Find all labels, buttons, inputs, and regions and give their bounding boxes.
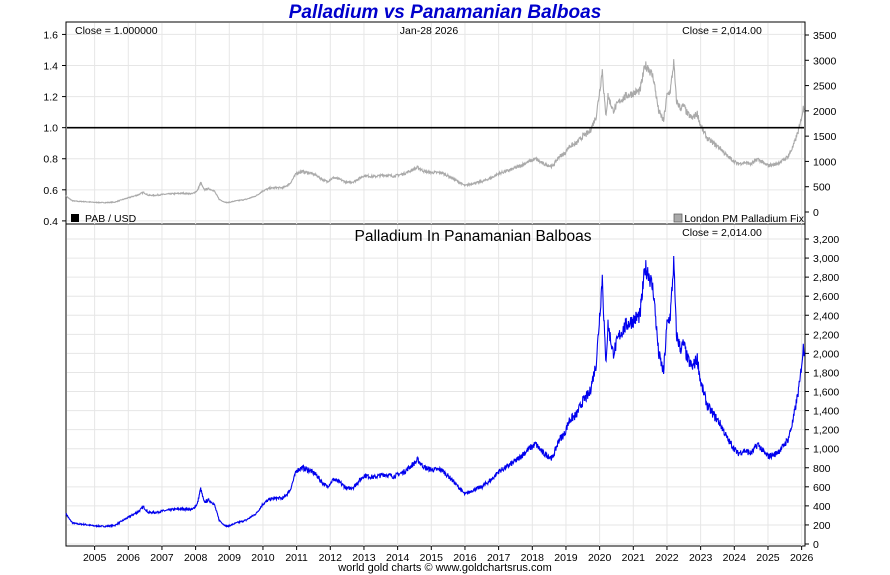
- axis-labels: 2005 2006 2007 2008 2009 2010 2011 2012 2013 2014…: [43, 29, 839, 564]
- x-tick-label-2008: 2008: [184, 552, 208, 564]
- bottom-header-right: Close = 2,014.00: [682, 227, 762, 239]
- bottom-right-tick-label: 1,400: [813, 406, 839, 418]
- x-tick-label-2026: 2026: [790, 552, 814, 564]
- bottom-right-tick-label: 400: [813, 501, 831, 513]
- bottom-series-group: [65, 255, 805, 529]
- top-right-tick-label: 3500: [813, 30, 837, 42]
- x-tick-label-2025: 2025: [756, 552, 780, 564]
- top-grid: [67, 23, 804, 224]
- bottom-right-tick-label: 1,200: [813, 425, 839, 437]
- legend-swatch-palladium: [673, 213, 683, 223]
- bottom-right-tick-label: 200: [813, 520, 831, 532]
- x-tick-label-2007: 2007: [150, 552, 174, 564]
- bottom-right-tick-label: 1,800: [813, 367, 839, 379]
- top-series-group: [65, 59, 805, 204]
- x-tick-label-2021: 2021: [622, 552, 646, 564]
- bottom-panel-frame: [65, 223, 806, 547]
- bottom-right-tick-label: 2,800: [813, 272, 839, 284]
- x-tick-label-2006: 2006: [117, 552, 141, 564]
- bottom-right-tick-label: 1,000: [813, 444, 839, 456]
- series-palladium-in-pab: [65, 255, 805, 529]
- bottom-panel-title: Palladium In Panamanian Balboas: [355, 228, 592, 245]
- x-tick-label-2022: 2022: [655, 552, 679, 564]
- x-tick-label-2013: 2013: [352, 552, 376, 564]
- top-panel-frame: [65, 21, 806, 225]
- top-left-tick-label: 1.6: [43, 29, 58, 41]
- x-tick-label-2012: 2012: [319, 552, 343, 564]
- chart-title: Palladium vs Panamanian Balboas: [288, 2, 602, 23]
- bottom-right-tick-label: 0: [813, 539, 819, 551]
- legend-label-palladium: London PM Palladium Fix: [684, 213, 804, 225]
- top-right-tick-label: 0: [813, 207, 819, 219]
- x-tick-label-2010: 2010: [251, 552, 275, 564]
- top-right-tick-label: 3000: [813, 55, 837, 67]
- x-tick-label-2014: 2014: [386, 552, 410, 564]
- x-tick-label-2015: 2015: [420, 552, 444, 564]
- bottom-right-tick-label: 3,200: [813, 234, 839, 246]
- top-right-tick-label: 500: [813, 182, 831, 194]
- x-tick-label-2017: 2017: [487, 552, 511, 564]
- bottom-right-tick-label: 1,600: [813, 387, 839, 399]
- bottom-right-tick-label: 2,000: [813, 348, 839, 360]
- top-left-tick-label: 0.8: [43, 154, 58, 166]
- legend-swatch-pab: [71, 214, 79, 222]
- chart-footer: world gold charts © www.goldchartsrus.co…: [338, 562, 552, 574]
- bottom-right-tick-label: 2,600: [813, 291, 839, 303]
- top-left-tick-label: 1.2: [43, 92, 58, 104]
- top-right-tick-label: 1500: [813, 131, 837, 143]
- top-header-center: Jan-28 2026: [400, 25, 459, 37]
- top-left-tick-label: 1.0: [43, 123, 58, 135]
- bottom-right-tick-label: 3,000: [813, 253, 839, 265]
- top-header-left: Close = 1.000000: [75, 25, 158, 37]
- bottom-right-tick-label: 600: [813, 482, 831, 494]
- top-left-tick-label: 0.4: [43, 216, 58, 228]
- series-london-pm-palladium-fix: [65, 59, 805, 204]
- x-tick-label-2005: 2005: [83, 552, 107, 564]
- x-tick-label-2023: 2023: [689, 552, 713, 564]
- top-left-tick-label: 0.6: [43, 185, 58, 197]
- x-tick-label-2016: 2016: [453, 552, 477, 564]
- bottom-right-tick-label: 2,200: [813, 329, 839, 341]
- bottom-right-tick-label: 2,400: [813, 310, 839, 322]
- top-right-tick-label: 2500: [813, 81, 837, 93]
- top-header-right: Close = 2,014.00: [682, 25, 762, 37]
- bottom-right-tick-label: 800: [813, 463, 831, 475]
- x-tick-label-2024: 2024: [723, 552, 747, 564]
- top-left-tick-label: 1.4: [43, 61, 58, 73]
- x-tick-label-2011: 2011: [285, 552, 308, 564]
- top-right-tick-label: 1000: [813, 156, 837, 168]
- legend-label-pab: PAB / USD: [85, 213, 137, 225]
- x-tick-label-2009: 2009: [218, 552, 242, 564]
- x-tick-label-2019: 2019: [554, 552, 578, 564]
- x-tick-label-2018: 2018: [521, 552, 545, 564]
- x-tick-label-2020: 2020: [588, 552, 612, 564]
- top-right-tick-label: 2000: [813, 106, 837, 118]
